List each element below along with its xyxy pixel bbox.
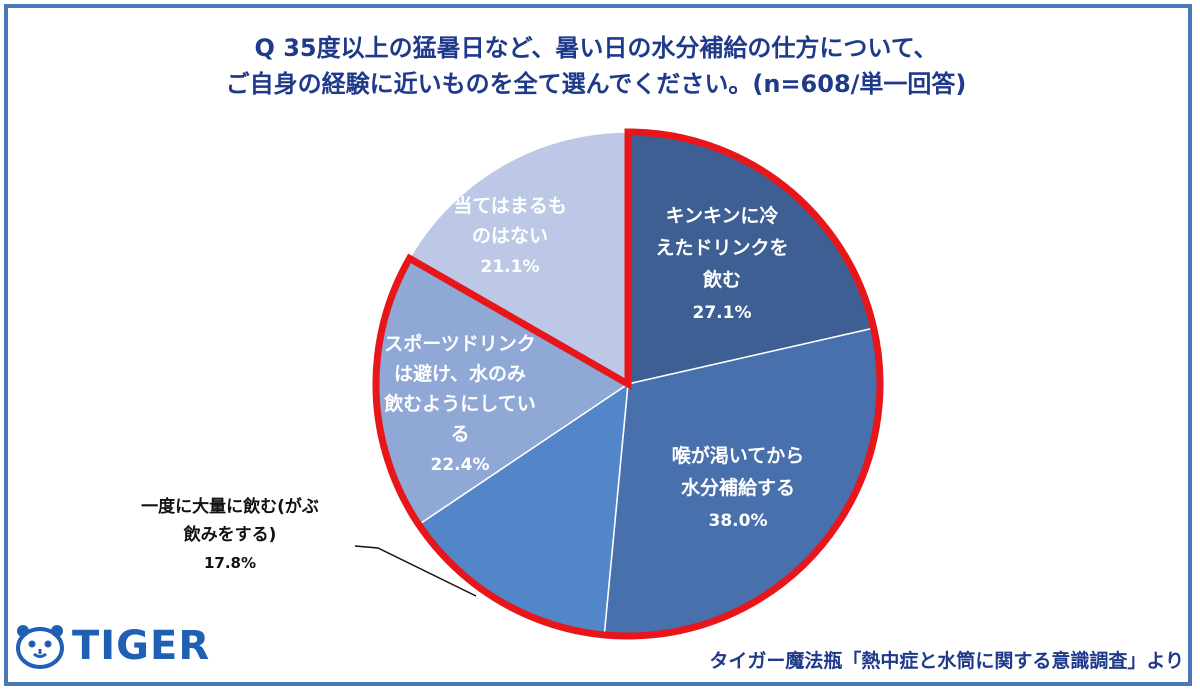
slice-3-label-line-2: 飲みをする) xyxy=(183,524,277,545)
slice-2-label-line-2: 水分補給する xyxy=(681,476,795,499)
slice-2-value-label: 38.0% xyxy=(709,511,768,531)
tiger-face-icon xyxy=(16,625,64,669)
slice-3-leader-line xyxy=(354,545,477,597)
slice-5-label-line-1: 当てはまるも xyxy=(453,194,567,217)
slice-1-label-line-3: 飲む xyxy=(702,268,741,291)
slice-4-label-line-1: スポーツドリンク xyxy=(384,332,536,355)
pie-slice-5 xyxy=(408,131,629,386)
slice-4-value-label: 22.4% xyxy=(431,455,490,475)
slice-3-label-line-1: 一度に大量に飲む(がぶ xyxy=(141,496,319,517)
slice-5-label-line-2: のはない xyxy=(472,225,548,247)
slice-3-value-label: 17.8% xyxy=(204,554,256,572)
slice-4-label-line-4: る xyxy=(450,423,469,445)
slice-1-value-label: 27.1% xyxy=(693,303,752,323)
slice-1-label-line-2: えたドリンクを xyxy=(655,237,788,259)
source-note: タイガー魔法瓶「熱中症と水筒に関する意識調査」より xyxy=(709,650,1184,672)
chart-title: Q 35度以上の猛暑日など、暑い日の水分補給の仕方について、 ご自身の経験に近い… xyxy=(0,30,1192,102)
slice-1-label-line-1: キンキンに冷 xyxy=(666,204,779,227)
slice-5-value-label: 21.1% xyxy=(481,257,540,277)
slice-4-label-line-3: 飲むようにしてい xyxy=(383,392,535,415)
chart-title-line-2: ご自身の経験に近いものを全て選んでください。(n=608/単一回答) xyxy=(225,70,967,98)
slice-2-label-line-1: 喉が渇いてから xyxy=(672,444,804,467)
tiger-wordmark: TIGER xyxy=(72,623,211,669)
tiger-logo: TIGER xyxy=(14,622,210,670)
pie-highlight xyxy=(372,128,884,640)
chart-title-line-1: Q 35度以上の猛暑日など、暑い日の水分補給の仕方について、 xyxy=(254,34,938,62)
slice-4-label-line-2: は避け、水のみ xyxy=(394,362,526,385)
highlight-outline xyxy=(372,128,884,640)
